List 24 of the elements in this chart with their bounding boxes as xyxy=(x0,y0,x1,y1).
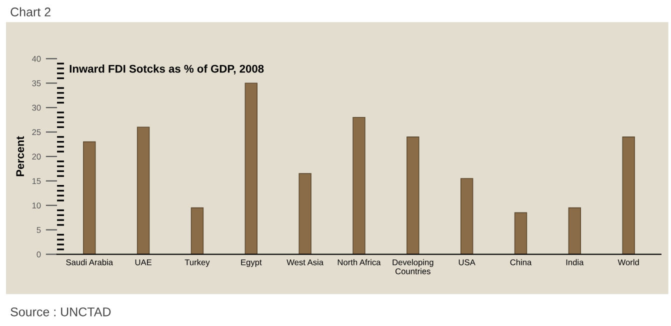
y-tick-label: 35 xyxy=(32,80,41,86)
x-tick-label: UAE xyxy=(135,259,152,266)
y-tick-label: 25 xyxy=(32,129,41,136)
x-tick-label: World xyxy=(618,259,639,266)
chart-title: Inward FDI Sotcks as % of GDP, 2008 xyxy=(70,64,264,74)
y-tick-label: 20 xyxy=(32,154,41,160)
y-tick-label: 40 xyxy=(32,56,41,62)
x-tick-label: Egypt xyxy=(241,259,262,267)
x-tick-label: China xyxy=(510,259,532,266)
chart-subtitle: Chart 2 xyxy=(10,7,50,16)
y-tick-label: 30 xyxy=(32,104,41,111)
x-tick-label: North Africa xyxy=(338,259,381,266)
y-tick-label: 0 xyxy=(36,251,41,258)
x-tick-label: India xyxy=(566,259,584,266)
y-axis-title: Percent xyxy=(16,136,24,176)
x-tick-label: West Asia xyxy=(286,259,324,266)
y-tick-label: 5 xyxy=(36,227,41,233)
x-tick-label: USA xyxy=(458,259,476,266)
x-tick-label: Turkey xyxy=(184,259,210,267)
y-tick-label: 10 xyxy=(32,202,41,208)
y-tick-label: 15 xyxy=(32,178,41,184)
x-tick-label: Developing Countries xyxy=(392,259,434,274)
x-tick-label: Saudi Arabia xyxy=(66,259,114,266)
source-note: Source : UNCTAD xyxy=(10,307,111,316)
